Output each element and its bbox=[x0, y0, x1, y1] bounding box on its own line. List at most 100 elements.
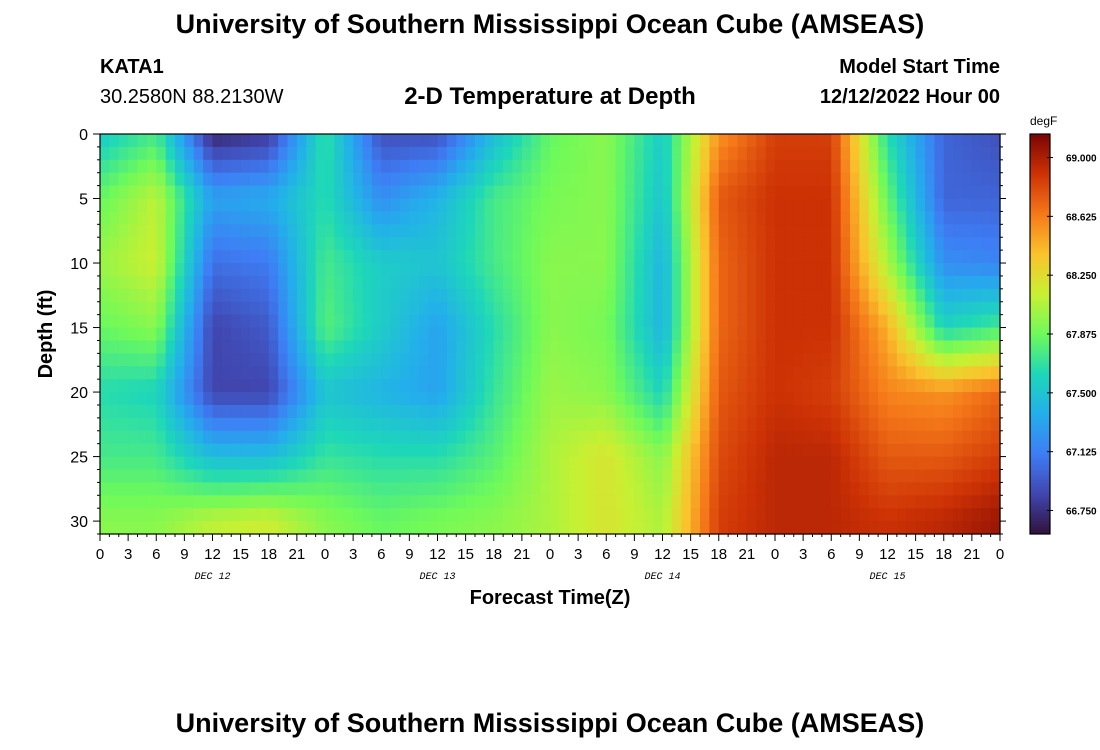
heatmap-cell bbox=[634, 353, 645, 367]
heatmap-cell bbox=[568, 417, 579, 432]
heatmap-cell bbox=[353, 417, 364, 432]
heatmap-cell bbox=[850, 185, 860, 200]
heatmap-cell bbox=[840, 456, 851, 471]
heatmap-cell bbox=[362, 392, 373, 406]
heatmap-cell bbox=[746, 301, 757, 316]
heatmap-cell bbox=[493, 443, 504, 458]
heatmap-cell bbox=[128, 379, 139, 393]
heatmap-cell bbox=[221, 159, 232, 174]
heatmap-cell bbox=[831, 275, 842, 290]
heatmap-cell bbox=[334, 237, 345, 251]
heatmap-cell bbox=[240, 417, 251, 432]
heatmap-cell bbox=[990, 366, 1001, 380]
heatmap-cell bbox=[793, 263, 804, 277]
heatmap-cell bbox=[840, 404, 851, 419]
heatmap-cell bbox=[709, 366, 720, 380]
heatmap-cell bbox=[325, 340, 335, 354]
heatmap-cell bbox=[409, 443, 420, 458]
heatmap-cell bbox=[325, 469, 335, 483]
x-tick-label: 12 bbox=[204, 546, 221, 563]
heatmap-cell bbox=[540, 430, 551, 445]
heatmap-cell bbox=[512, 482, 523, 496]
heatmap-cell bbox=[146, 275, 157, 290]
heatmap-cell bbox=[812, 224, 823, 238]
heatmap-cell bbox=[662, 237, 673, 251]
colorbar-tick-label: 67.875 bbox=[1066, 330, 1097, 341]
x-tick-label: 9 bbox=[855, 546, 863, 563]
heatmap-cell bbox=[521, 134, 532, 148]
heatmap-cell bbox=[840, 353, 851, 367]
heatmap-cell bbox=[456, 288, 467, 303]
heatmap-cell bbox=[146, 353, 157, 367]
heatmap-cell bbox=[484, 146, 495, 161]
heatmap-cell bbox=[821, 314, 832, 329]
heatmap-cell bbox=[990, 198, 1001, 213]
heatmap-cell bbox=[850, 250, 860, 264]
heatmap-cell bbox=[587, 430, 598, 445]
heatmap-cell bbox=[193, 263, 204, 277]
heatmap-cell bbox=[821, 508, 832, 522]
heatmap-cell bbox=[653, 288, 664, 303]
heatmap-cell bbox=[409, 392, 420, 406]
heatmap-cell bbox=[465, 379, 476, 393]
heatmap-cell bbox=[578, 379, 589, 393]
heatmap-cell bbox=[681, 379, 692, 393]
heatmap-cell bbox=[315, 185, 326, 200]
heatmap-cell bbox=[118, 263, 129, 277]
heatmap-cell bbox=[193, 134, 204, 148]
heatmap-cell bbox=[690, 495, 701, 509]
heatmap-cell bbox=[850, 430, 860, 445]
heatmap-cell bbox=[296, 301, 307, 316]
heatmap-cell bbox=[146, 159, 157, 174]
heatmap-cell bbox=[887, 301, 898, 316]
heatmap-cell bbox=[793, 495, 804, 509]
heatmap-cell bbox=[653, 521, 664, 535]
heatmap-cell bbox=[193, 392, 204, 406]
heatmap-cell bbox=[521, 521, 532, 535]
heatmap-cell bbox=[371, 211, 382, 225]
heatmap-cell bbox=[428, 353, 439, 367]
heatmap-cell bbox=[175, 185, 185, 200]
heatmap-cell bbox=[681, 275, 692, 290]
heatmap-cell bbox=[615, 224, 626, 238]
heatmap-cell bbox=[437, 340, 448, 354]
heatmap-cell bbox=[962, 185, 973, 200]
heatmap-cell bbox=[868, 159, 879, 174]
heatmap-cell bbox=[925, 521, 935, 535]
heatmap-cell bbox=[971, 327, 982, 342]
heatmap-cell bbox=[550, 482, 560, 496]
heatmap-cell bbox=[878, 314, 889, 329]
heatmap-cell bbox=[296, 521, 307, 535]
heatmap-cell bbox=[906, 366, 917, 380]
heatmap-cell bbox=[681, 314, 692, 329]
heatmap-cell bbox=[906, 211, 917, 225]
heatmap-cell bbox=[634, 198, 645, 213]
heatmap-cell bbox=[362, 146, 373, 161]
heatmap-cell bbox=[878, 198, 889, 213]
heatmap-cell bbox=[615, 495, 626, 509]
heatmap-cell bbox=[812, 392, 823, 406]
heatmap-cell bbox=[512, 250, 523, 264]
heatmap-cell bbox=[296, 250, 307, 264]
heatmap-cell bbox=[756, 417, 767, 432]
heatmap-cell bbox=[456, 353, 467, 367]
heatmap-cell bbox=[653, 224, 664, 238]
heatmap-cell bbox=[531, 443, 542, 458]
heatmap-cell bbox=[334, 198, 345, 213]
heatmap-cell bbox=[184, 159, 195, 174]
heatmap-cell bbox=[718, 430, 729, 445]
heatmap-cell bbox=[390, 224, 401, 238]
heatmap-cell bbox=[475, 443, 485, 458]
heatmap-cell bbox=[568, 340, 579, 354]
heatmap-cell bbox=[465, 469, 476, 483]
heatmap-cell bbox=[690, 159, 701, 174]
heatmap-cell bbox=[709, 508, 720, 522]
heatmap-cell bbox=[690, 134, 701, 148]
heatmap-cell bbox=[137, 353, 148, 367]
heatmap-cell bbox=[803, 288, 814, 303]
heatmap-cell bbox=[700, 353, 710, 367]
heatmap-cell bbox=[156, 417, 167, 432]
heatmap-cell bbox=[493, 211, 504, 225]
heatmap-cell bbox=[756, 211, 767, 225]
heatmap-cell bbox=[587, 379, 598, 393]
